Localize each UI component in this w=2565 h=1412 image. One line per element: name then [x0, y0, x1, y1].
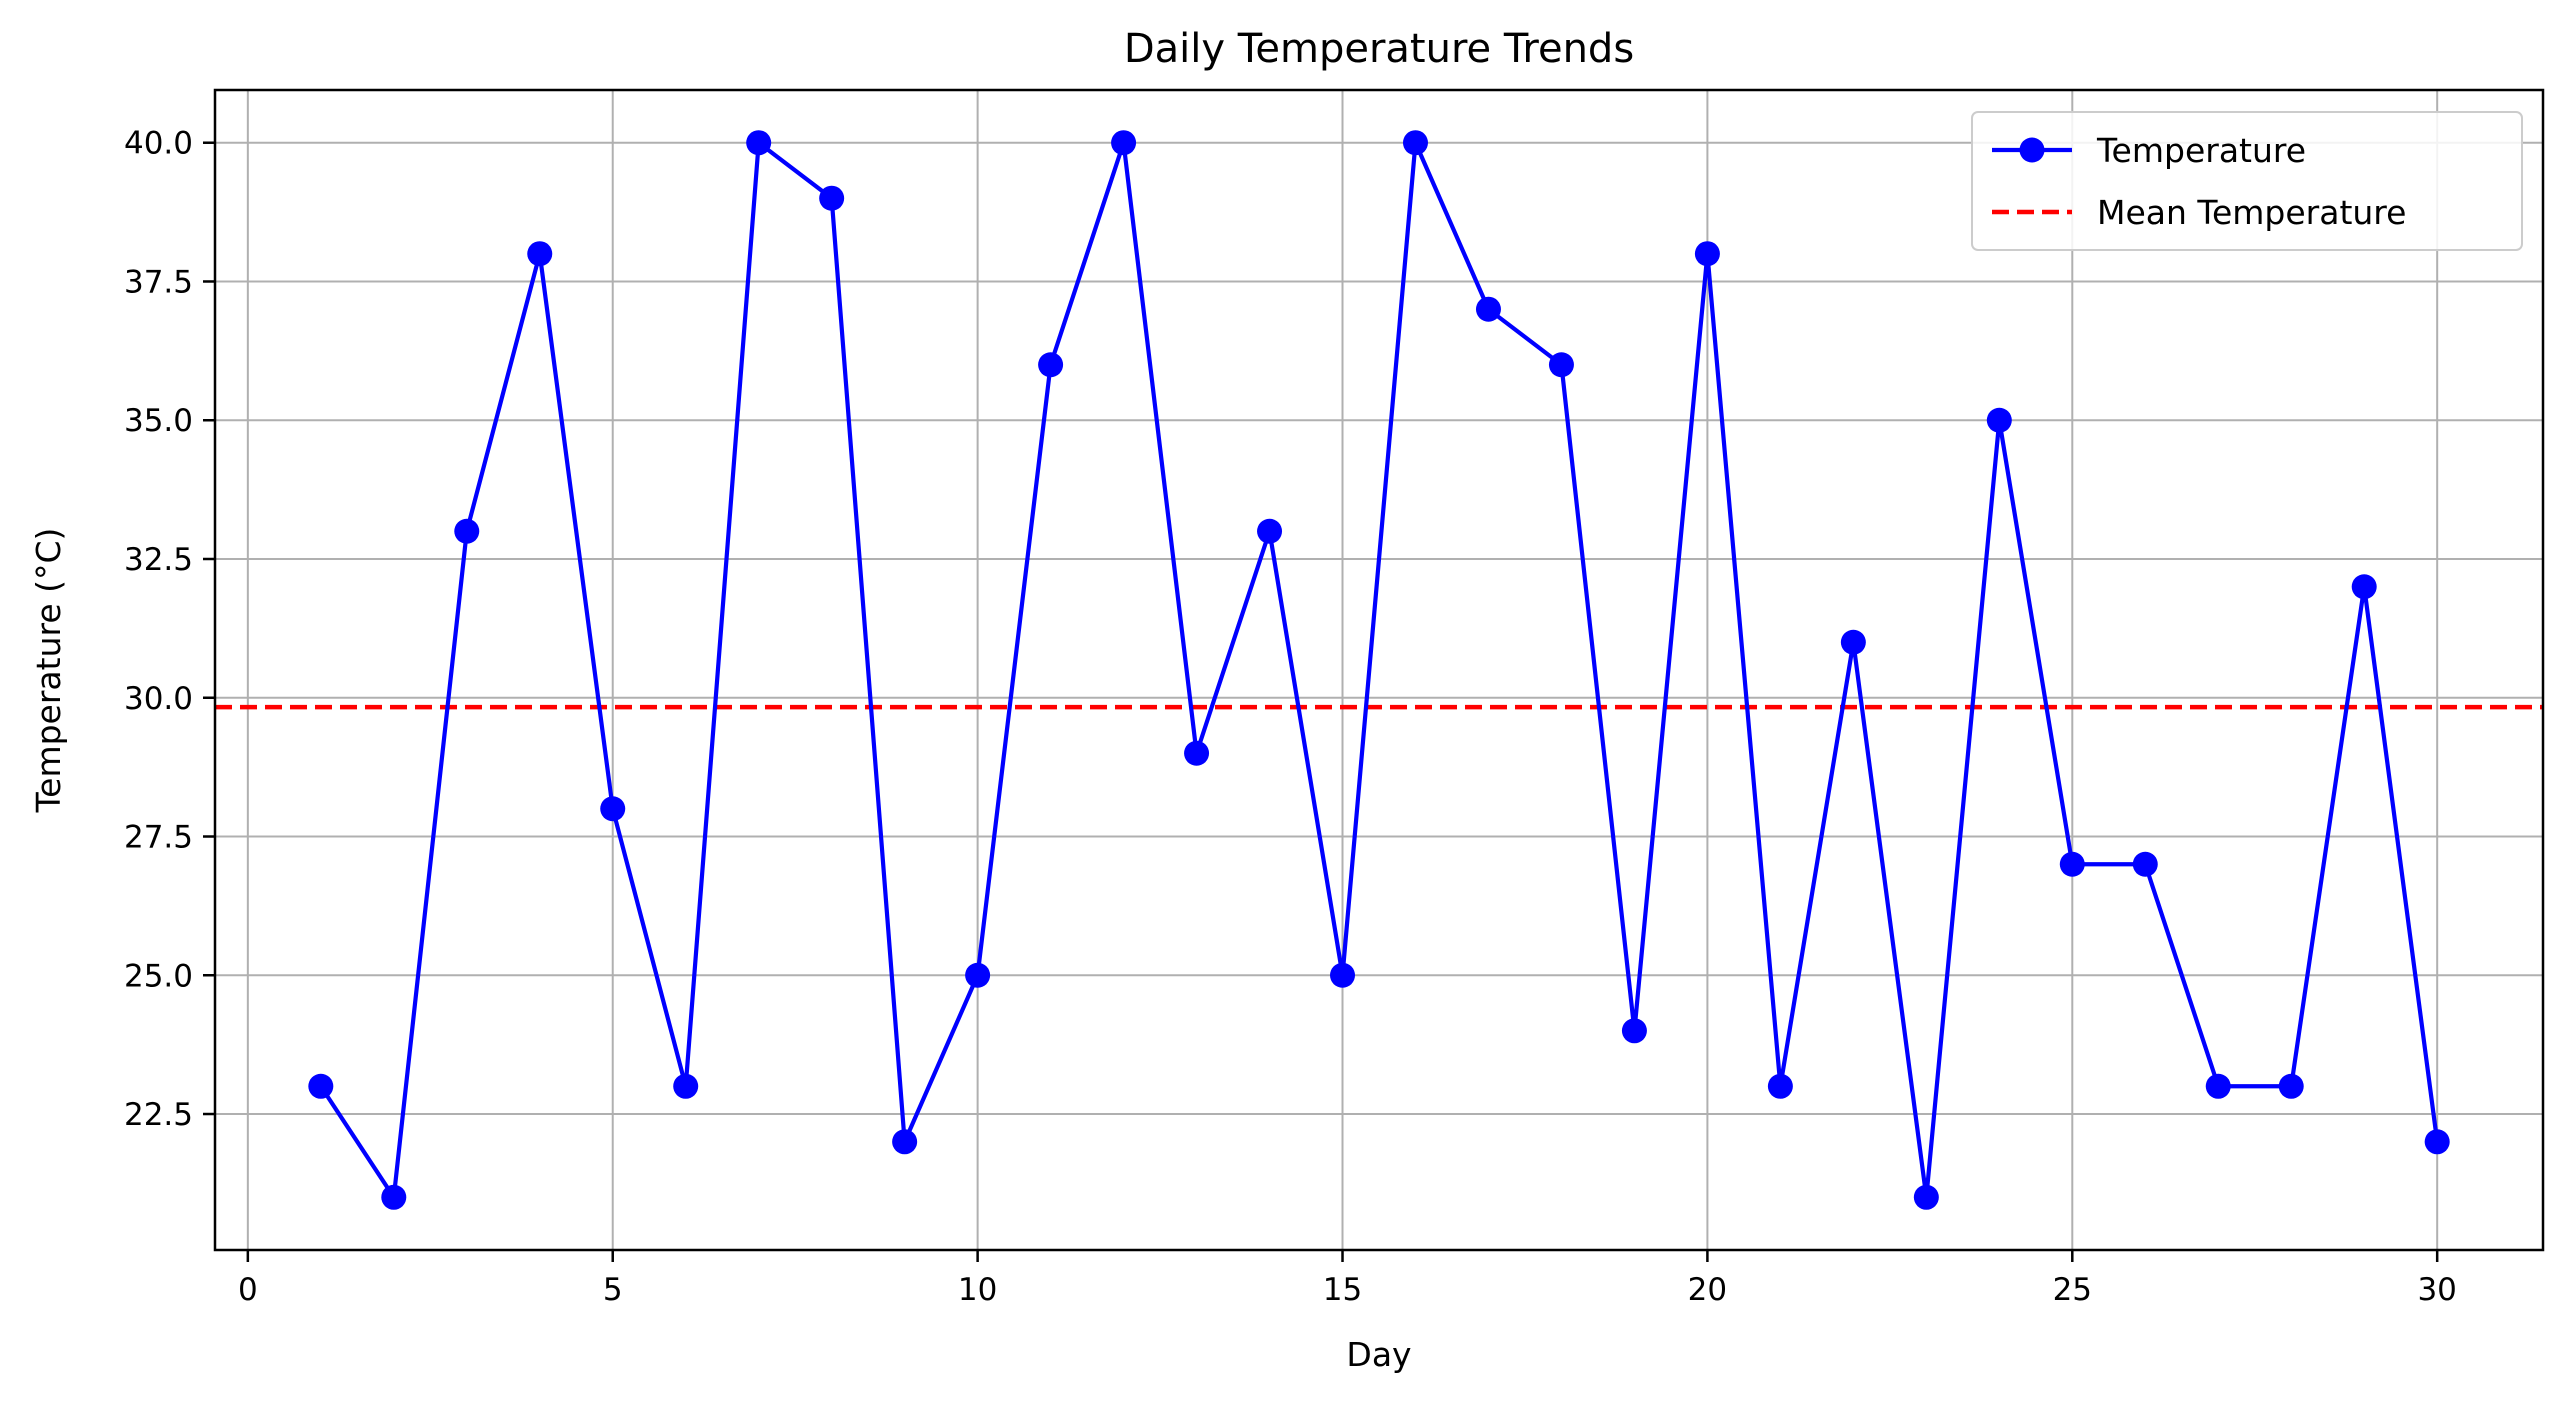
- temperature-point: [1257, 518, 1283, 544]
- temperature-point: [381, 1184, 407, 1210]
- x-tick-label: 20: [1688, 1272, 1727, 1308]
- legend-temperature-marker: [2019, 137, 2045, 163]
- y-tick-label: 27.5: [124, 820, 193, 856]
- temperature-point: [454, 518, 480, 544]
- temperature-point: [2351, 574, 2377, 600]
- temperature-point: [1548, 352, 1574, 378]
- temperature-point: [2132, 851, 2158, 877]
- temperature-point: [1767, 1073, 1793, 1099]
- y-tick-label: 35.0: [124, 403, 193, 439]
- temperature-point: [673, 1073, 699, 1099]
- legend-temperature-label: Temperature: [2096, 131, 2306, 170]
- temperature-point: [1840, 629, 1866, 655]
- temperature-point: [1330, 962, 1356, 988]
- legend-box: [1971, 111, 2523, 251]
- axis-ticks: 0 5 10 15 20 25 30 22.5 25.0 27.5 30.0 32.5 35.0 37.5…: [124, 126, 2457, 1308]
- temperature-point: [746, 130, 772, 156]
- legend: Temperature Mean Temperature: [1971, 111, 2523, 251]
- x-tick-label: 25: [2053, 1272, 2092, 1308]
- temperature-point: [1111, 130, 1137, 156]
- temperature-point: [2278, 1073, 2304, 1099]
- x-tick-label: 30: [2417, 1272, 2456, 1308]
- y-tick-label: 40.0: [124, 126, 193, 162]
- temperature-point: [600, 796, 626, 822]
- temperature-point: [965, 962, 991, 988]
- y-tick-label: 30.0: [124, 681, 193, 717]
- y-tick-label: 25.0: [124, 958, 193, 994]
- temperature-point: [1184, 740, 1210, 766]
- temperature-point: [1475, 296, 1501, 322]
- temperature-point: [1986, 407, 2012, 433]
- y-tick-label: 37.5: [124, 264, 193, 300]
- temperature-point: [1038, 352, 1064, 378]
- y-tick-label: 32.5: [124, 542, 193, 578]
- temperature-point: [892, 1129, 918, 1155]
- chart-title: Daily Temperature Trends: [1124, 26, 1634, 72]
- plot-data: [215, 130, 2543, 1210]
- y-tick-label: 22.5: [124, 1097, 193, 1133]
- temperature-point: [819, 185, 845, 211]
- temperature-point: [527, 241, 553, 267]
- temperature-point: [1694, 241, 1720, 267]
- x-tick-label: 15: [1323, 1272, 1362, 1308]
- temperature-point: [1402, 130, 1428, 156]
- x-tick-label: 5: [603, 1272, 623, 1308]
- y-axis-label: Temperature (°C): [29, 528, 68, 814]
- temperature-point: [1621, 1018, 1647, 1044]
- legend-mean-label: Mean Temperature: [2097, 193, 2406, 232]
- temperature-point: [2059, 851, 2085, 877]
- grid-lines: [215, 90, 2543, 1250]
- temperature-point: [2205, 1073, 2231, 1099]
- x-tick-label: 0: [238, 1272, 258, 1308]
- plot-frame: [213, 88, 2545, 1252]
- temperature-point: [1913, 1184, 1939, 1210]
- temperature-point: [308, 1073, 334, 1099]
- x-tick-label: 10: [958, 1272, 997, 1308]
- x-axis-label: Day: [1346, 1335, 1411, 1374]
- temperature-point: [2424, 1129, 2450, 1155]
